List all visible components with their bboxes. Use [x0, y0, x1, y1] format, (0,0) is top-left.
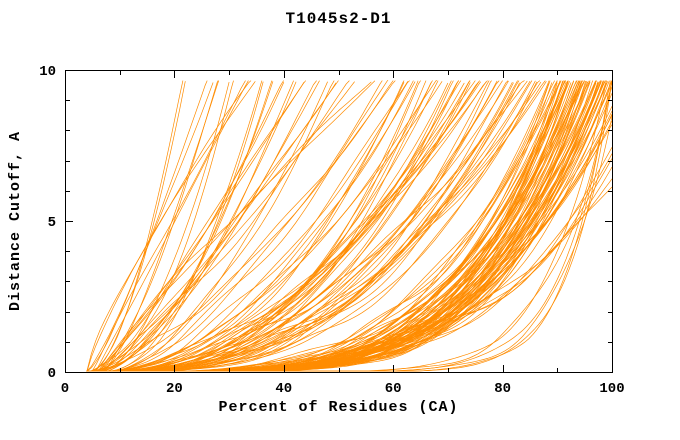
x-axis-label: Percent of Residues (CA) — [218, 399, 459, 416]
svg-text:0: 0 — [61, 381, 69, 397]
chart-title: T1045s2-D1 — [285, 10, 392, 28]
svg-text:100: 100 — [599, 381, 624, 397]
svg-text:60: 60 — [385, 381, 402, 397]
svg-text:0: 0 — [48, 366, 56, 382]
svg-text:20: 20 — [166, 381, 183, 397]
svg-text:5: 5 — [48, 215, 56, 231]
svg-text:80: 80 — [494, 381, 511, 397]
svg-text:10: 10 — [39, 64, 56, 80]
svg-text:40: 40 — [275, 381, 292, 397]
